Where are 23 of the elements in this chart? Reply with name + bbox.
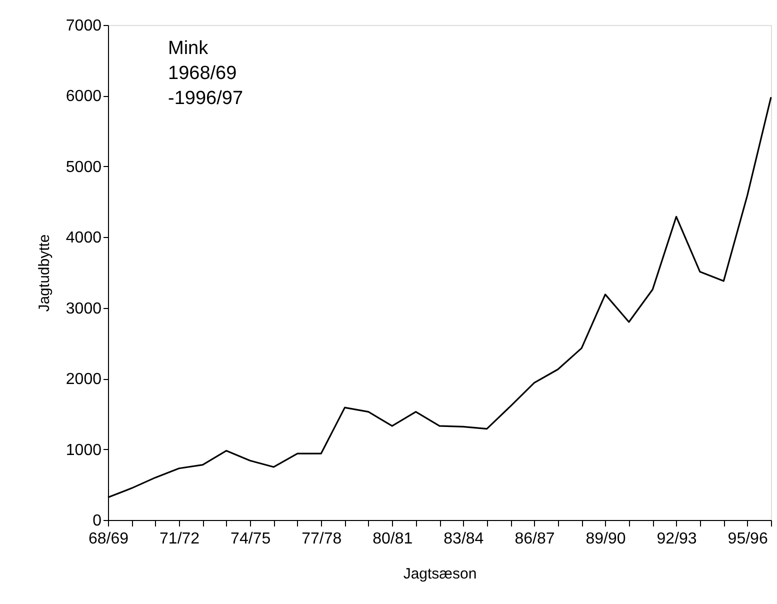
annotation: Mink <box>168 38 209 59</box>
annotation: -1996/97 <box>168 88 244 109</box>
x-axis-title: Jagtsæson <box>403 566 477 582</box>
y-tick-label: 5000 <box>66 158 102 176</box>
y-tick-label: 3000 <box>66 300 102 318</box>
y-tick-label: 7000 <box>66 18 102 34</box>
x-tick-label: 80/81 <box>372 530 413 548</box>
y-tick-label: 4000 <box>66 230 102 247</box>
x-tick-label: 95/96 <box>728 530 768 548</box>
y-tick-label: 0 <box>92 512 102 530</box>
y-axis-title: Jagtudbytte <box>36 234 53 312</box>
x-tick-label: 77/78 <box>302 530 342 548</box>
x-tick-label: 92/93 <box>656 530 697 548</box>
y-tick-label: 6000 <box>66 88 102 106</box>
x-tick-label: 86/87 <box>514 530 555 548</box>
x-tick-label: 83/84 <box>444 530 484 548</box>
y-tick-label: 2000 <box>66 371 102 388</box>
x-tick-label: 89/90 <box>586 530 626 548</box>
x-tick-label: 71/72 <box>160 530 200 548</box>
annotation: 1968/69 <box>168 63 237 84</box>
y-tick-label: 1000 <box>66 442 102 459</box>
x-tick-label: 68/69 <box>88 530 129 548</box>
x-tick-label: 74/75 <box>230 530 271 548</box>
